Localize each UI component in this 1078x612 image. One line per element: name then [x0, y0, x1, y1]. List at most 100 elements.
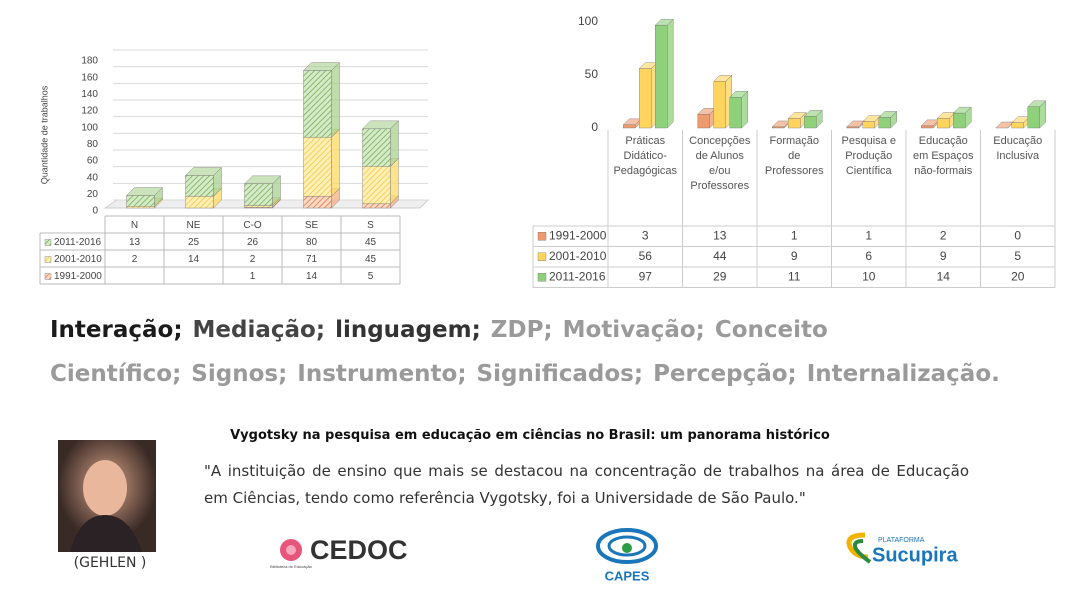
capes-arc	[607, 535, 647, 557]
bar	[729, 97, 742, 129]
legend-swatch	[537, 252, 547, 261]
y-tick-label: 80	[87, 139, 99, 150]
keywords: Interação; Mediação; linguagem; ZDP; Motivaç…	[50, 308, 1040, 396]
x-tick-label: C-O	[243, 220, 262, 231]
table-value: 25	[188, 237, 200, 248]
bar	[697, 114, 710, 129]
bar	[126, 206, 155, 209]
bar	[713, 81, 726, 129]
reference-quote: "A instituição de ensino que mais se des…	[204, 462, 969, 507]
y-tick-label: 0	[92, 206, 98, 217]
bar	[362, 203, 391, 209]
x-tick-label: Educação Inclusiva	[993, 135, 1043, 162]
x-tick-label: Educação em Espaços não-formais	[912, 135, 974, 177]
bar-top	[995, 121, 1015, 129]
keyword: ZDP;	[490, 317, 553, 343]
x-tick-label: N	[131, 220, 138, 231]
bar	[921, 125, 934, 129]
x-tick-label: Pesquisa e Produção Científica	[841, 135, 896, 177]
legend-label: 2001-2010	[549, 249, 607, 263]
table-value: 1	[250, 271, 256, 282]
bar	[953, 112, 966, 129]
photo-body	[70, 515, 142, 552]
y-tick-label: 40	[87, 172, 99, 183]
bar-side	[667, 18, 674, 129]
capes-text: CAPES	[605, 568, 650, 583]
table-value: 1	[865, 228, 872, 242]
cedoc-text: CEDOC	[310, 535, 408, 565]
bar-side	[331, 128, 340, 197]
y-tick-label: 120	[81, 106, 98, 117]
x-tick-label: Concepções de Alunos e/ou Professores	[689, 135, 751, 192]
keyword: Percepção;	[653, 361, 797, 387]
y-tick-label: 20	[87, 189, 99, 200]
table-value: 9	[940, 249, 947, 263]
bar	[362, 128, 391, 167]
legend-swatch	[537, 273, 547, 282]
bar	[788, 118, 801, 129]
table-value: 26	[247, 237, 259, 248]
capes-dot	[622, 543, 632, 553]
keyword: Mediação;	[192, 317, 326, 343]
bar	[303, 196, 332, 209]
table-value: 71	[306, 254, 318, 265]
bar	[937, 118, 950, 129]
table-value: 45	[365, 254, 377, 265]
y-tick-label: 60	[87, 156, 99, 167]
x-tick-label: Práticas Didático-Pedagógicas	[613, 135, 678, 177]
table-value: 11	[788, 269, 801, 283]
table-value: 5	[1014, 249, 1021, 263]
reference-author: (GEHLEN )	[73, 555, 147, 571]
bar	[244, 205, 273, 208]
keyword: Conceito Científico;	[50, 317, 828, 387]
capes-logo: CAPES	[596, 528, 658, 583]
bar	[303, 136, 332, 197]
y-tick-label: 160	[81, 72, 98, 83]
bar	[185, 175, 214, 197]
sucupira-logo: PLATAFORMA Sucupira	[846, 532, 958, 566]
table-value: 0	[1014, 228, 1021, 242]
y-axis-label: Quantidade de trabalhos	[39, 85, 49, 184]
legend-label: 2011-2016	[54, 237, 102, 248]
legend-label: 2001-2010	[54, 254, 102, 265]
keyword: linguagem;	[335, 317, 481, 343]
x-tick-label: S	[367, 220, 374, 231]
table-value: 80	[306, 237, 318, 248]
x-tick-label: SE	[305, 220, 319, 231]
reference-title: Vygotsky na pesquisa em educação em ciên…	[230, 428, 830, 443]
bar	[362, 166, 391, 205]
bar	[862, 121, 875, 129]
sucupira-s	[852, 539, 872, 564]
sucupira-top: PLATAFORMA	[878, 537, 925, 544]
keyword: Significados;	[476, 361, 644, 387]
table-value: 2	[250, 254, 256, 265]
table-value: 45	[365, 237, 377, 248]
keyword: Signos;	[191, 361, 288, 387]
table-value: 1	[791, 228, 798, 242]
y-tick-label: 100	[81, 122, 98, 133]
legend-swatch	[44, 273, 52, 280]
cedoc-icon-inner	[286, 545, 296, 555]
legend-label: 2011-2016	[549, 269, 606, 283]
bar	[639, 68, 652, 129]
cedoc-logo: CEDOC Biblioteca de Educação	[270, 535, 407, 569]
table-value: 5	[368, 271, 374, 282]
legend-label: 1991-2000	[549, 228, 607, 242]
table-value: 56	[639, 249, 653, 263]
table-value: 13	[129, 237, 141, 248]
table-value: 13	[713, 228, 727, 242]
y-tick-label: 180	[81, 56, 98, 67]
table-value: 29	[713, 269, 727, 283]
y-tick-label: 0	[591, 120, 598, 134]
table-value: 14	[306, 271, 318, 282]
legend-swatch	[44, 239, 52, 246]
table-value: 14	[188, 254, 200, 265]
table-value: 2	[940, 228, 947, 242]
legend-swatch	[44, 256, 52, 263]
bar	[244, 183, 273, 206]
table-value: 14	[937, 269, 951, 283]
table-value: 2	[132, 254, 138, 265]
bar	[623, 124, 636, 129]
keyword: Instrumento;	[297, 361, 467, 387]
